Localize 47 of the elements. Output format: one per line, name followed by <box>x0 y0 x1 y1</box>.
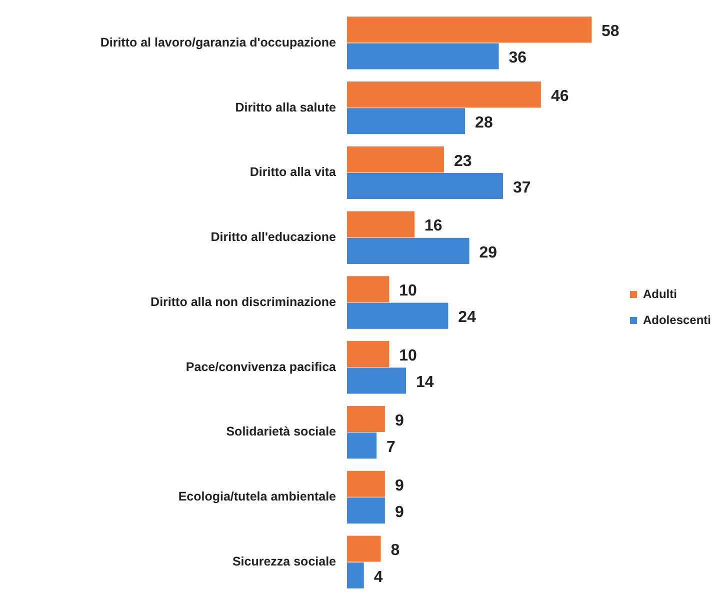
data-label: 16 <box>424 218 442 235</box>
bar <box>347 276 390 302</box>
bar <box>347 368 406 394</box>
data-label: 29 <box>479 244 498 262</box>
bar <box>347 16 592 43</box>
bar <box>347 562 364 588</box>
y-tick-label: Pace/convivenza pacifica <box>186 360 338 374</box>
data-label: 14 <box>416 374 434 392</box>
data-label: 36 <box>508 50 527 67</box>
bar <box>347 536 381 562</box>
bar <box>347 497 385 524</box>
bar <box>347 470 385 497</box>
y-tick-label: Diritto all'educazione <box>210 230 336 244</box>
data-label: 10 <box>399 347 418 364</box>
y-tick-label: Diritto alla salute <box>235 100 336 114</box>
bar <box>347 302 448 329</box>
data-label: 8 <box>390 542 400 560</box>
bar <box>347 81 541 108</box>
bar <box>347 432 377 459</box>
bar <box>347 211 414 238</box>
data-label: 37 <box>512 179 531 196</box>
y-tick-label: Diritto alla non discriminazione <box>150 294 336 309</box>
y-tick-label: Sicurezza sociale <box>232 554 336 569</box>
y-tick-label: Ecologia/tutela ambientale <box>178 490 336 504</box>
data-label: 4 <box>374 568 383 586</box>
bar <box>347 406 385 432</box>
data-label: 7 <box>386 438 396 456</box>
data-label: 9 <box>394 412 404 430</box>
bar <box>347 238 470 264</box>
data-label: 9 <box>394 477 404 494</box>
bar <box>347 341 390 368</box>
legend-label: Adolescenti <box>642 312 711 327</box>
data-label: 23 <box>454 152 472 170</box>
data-label: 10 <box>399 282 418 300</box>
data-label: 24 <box>458 309 476 326</box>
legend-label: Adulti <box>642 286 677 301</box>
y-tick-label: Solidarietà sociale <box>226 424 336 439</box>
data-label: 58 <box>602 23 620 40</box>
data-label: 9 <box>394 504 404 521</box>
data-label: 46 <box>550 88 569 105</box>
bar <box>347 172 503 200</box>
bar <box>347 108 466 134</box>
y-tick-label: Diritto alla vita <box>250 165 338 180</box>
data-label: 28 <box>475 114 493 132</box>
bar <box>347 43 499 70</box>
y-tick-label: Diritto al lavoro/garanzia d'occupazione <box>100 35 336 50</box>
bar <box>347 146 444 172</box>
